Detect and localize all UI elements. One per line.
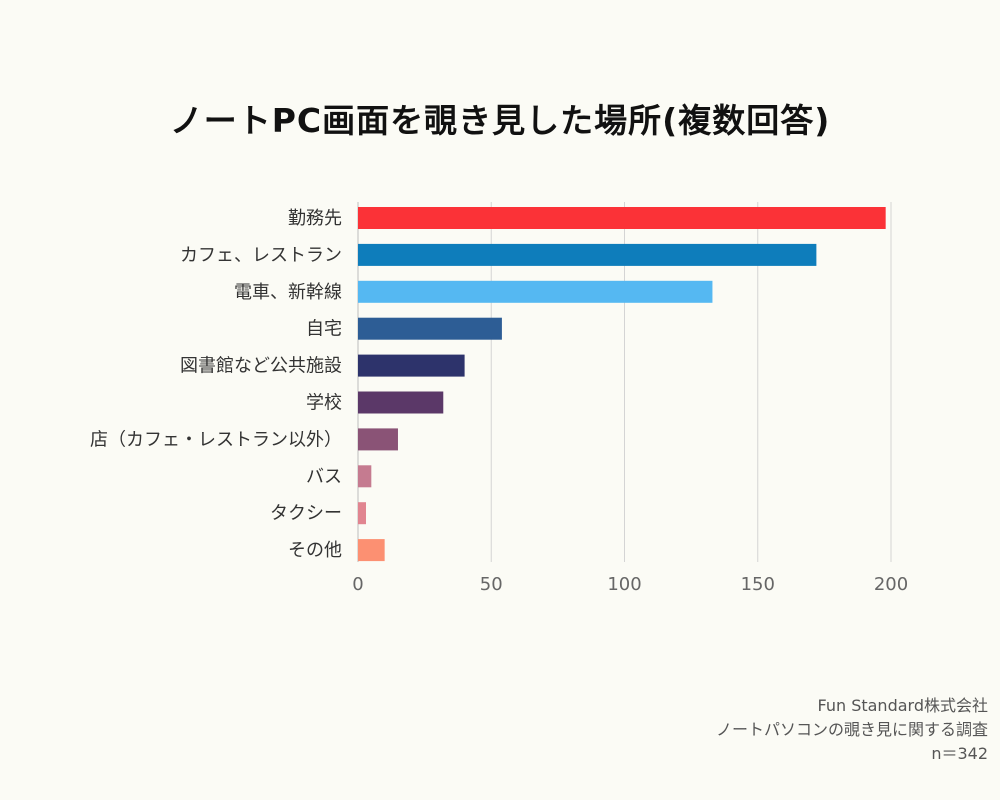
category-label: バス (306, 466, 342, 487)
x-tick-label: 50 (480, 574, 503, 595)
bar (358, 207, 886, 229)
category-label: タクシー (270, 503, 342, 524)
bar (358, 465, 372, 488)
bar (358, 391, 444, 414)
footer-company: Fun Standard株式会社 (817, 696, 989, 715)
bar (358, 539, 385, 562)
bar (358, 317, 502, 340)
category-label: 自宅 (306, 319, 342, 340)
bar (358, 502, 366, 525)
bar (358, 354, 465, 377)
category-label: 学校 (306, 393, 342, 414)
x-tick-label: 200 (874, 574, 908, 595)
footer-survey: ノートパソコンの覗き見に関する調査 (715, 720, 988, 739)
x-tick-label: 0 (352, 574, 363, 595)
footer-sample: n＝342 (931, 744, 988, 763)
category-label: カフェ、レストラン (180, 245, 342, 266)
category-label: 勤務先 (288, 208, 342, 229)
bar (358, 243, 817, 266)
chart-title: ノートPC画面を覗き見した場所(複数回答) (169, 101, 831, 140)
category-label: 電車、新幹線 (234, 282, 342, 303)
bar (358, 280, 713, 303)
bar (358, 428, 398, 451)
category-label: その他 (288, 540, 342, 561)
x-tick-label: 150 (741, 574, 775, 595)
x-tick-label: 100 (607, 574, 641, 595)
category-label: 店（カフェ・レストラン以外） (90, 429, 342, 450)
source-footer: Fun Standard株式会社 ノートパソコンの覗き見に関する調査 n＝342 (716, 694, 988, 766)
category-label: 図書館など公共施設 (180, 356, 342, 377)
